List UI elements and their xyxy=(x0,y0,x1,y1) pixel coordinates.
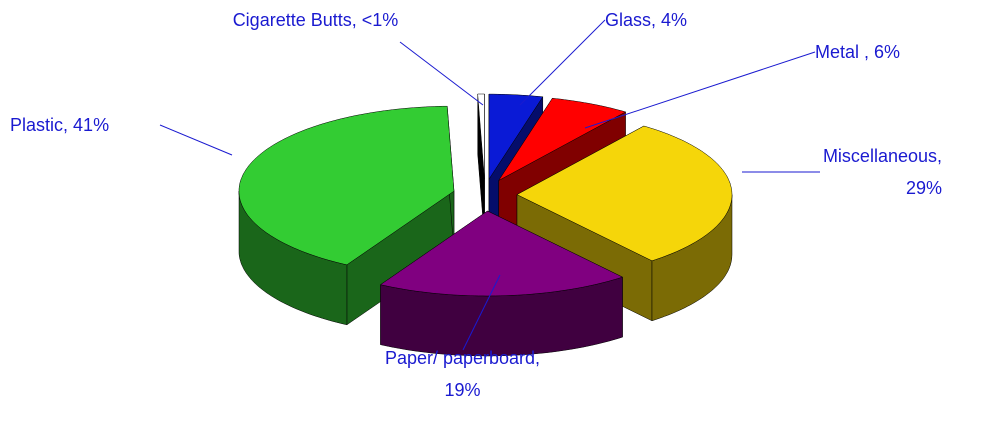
slice xyxy=(516,125,733,262)
data-label: Plastic, 41% xyxy=(10,109,170,141)
leader-line xyxy=(159,124,233,156)
data-label: Miscellaneous, 29% xyxy=(800,140,942,204)
data-label: Cigarette Butts, <1% xyxy=(228,4,403,36)
slice xyxy=(238,105,455,266)
value-label: <1% xyxy=(361,10,399,30)
data-label: Paper/ paperboard, 19% xyxy=(380,342,545,406)
category: Plastic, xyxy=(10,115,69,135)
leader-line xyxy=(584,51,816,129)
category: Cigarette Butts, xyxy=(232,10,357,30)
category: Metal , xyxy=(815,42,870,62)
value-label: 4% xyxy=(661,10,688,30)
slice xyxy=(477,93,485,180)
category: Glass, xyxy=(605,10,657,30)
slice xyxy=(488,93,544,180)
value-label: 29% xyxy=(905,178,942,198)
leader-line xyxy=(519,19,606,106)
leader-line xyxy=(399,41,484,106)
value-label: 19% xyxy=(444,380,481,400)
data-label: Metal , 6% xyxy=(815,36,995,68)
slice xyxy=(498,97,627,181)
slice xyxy=(379,210,624,297)
category: Paper/ paperboard, xyxy=(384,348,541,368)
data-label: Glass, 4% xyxy=(605,4,805,36)
leader-line xyxy=(462,274,501,351)
slices xyxy=(238,93,733,357)
category: Miscellaneous, xyxy=(822,146,942,166)
value-label: 41% xyxy=(73,115,110,135)
value-label: 6% xyxy=(874,42,901,62)
